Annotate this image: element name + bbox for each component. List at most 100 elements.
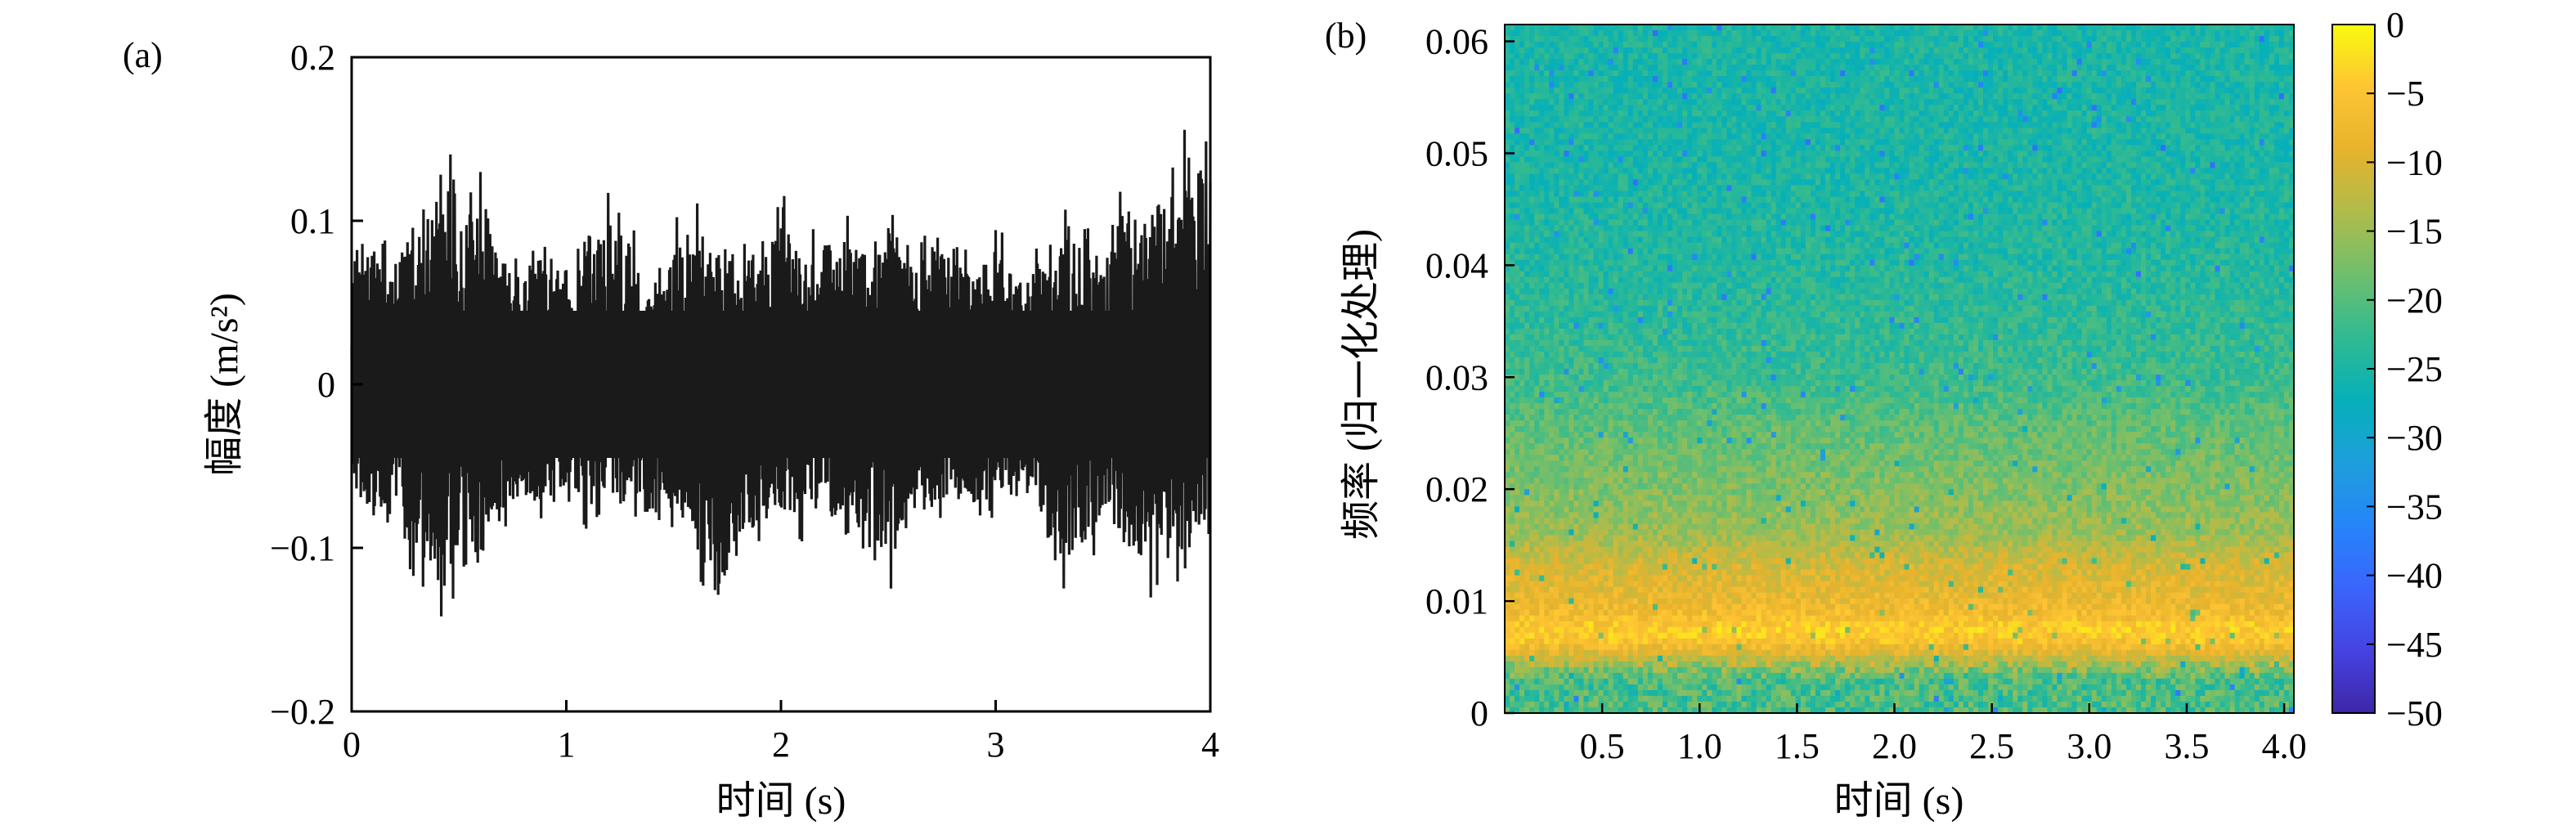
heatmap-cell bbox=[2032, 197, 2038, 204]
heatmap-cell bbox=[1806, 197, 1811, 204]
heatmap-cell bbox=[2092, 185, 2098, 191]
heatmap-cell bbox=[1726, 110, 1732, 117]
heatmap-cell bbox=[1573, 128, 1579, 134]
heatmap-cell bbox=[2092, 162, 2098, 168]
heatmap-cell bbox=[1879, 36, 1885, 43]
heatmap-cell bbox=[2274, 139, 2280, 146]
heatmap-cell bbox=[1731, 145, 1737, 151]
heatmap-cell bbox=[2190, 42, 2196, 48]
heatmap-cell bbox=[2136, 179, 2142, 186]
heatmap-cell bbox=[2225, 150, 2231, 157]
heatmap-cell bbox=[1599, 162, 1604, 168]
heatmap-cell bbox=[2112, 185, 2117, 191]
heatmap-cell bbox=[1910, 53, 1915, 60]
heatmap-cell bbox=[1914, 168, 1920, 174]
heatmap-cell bbox=[2077, 25, 2083, 31]
heatmap-cell bbox=[2195, 179, 2201, 186]
heatmap-cell bbox=[1510, 82, 1515, 88]
heatmap-cell bbox=[1702, 133, 1708, 140]
heatmap-cell bbox=[2107, 42, 2112, 48]
heatmap-cell bbox=[1766, 87, 1772, 94]
heatmap-cell bbox=[1801, 59, 1806, 65]
heatmap-cell bbox=[1855, 105, 1860, 111]
heatmap-cell bbox=[1993, 173, 1999, 180]
heatmap-cell bbox=[1672, 116, 1678, 123]
panel-b-label: (b) bbox=[1325, 16, 1367, 56]
heatmap-cell bbox=[1687, 105, 1693, 111]
heatmap-cell bbox=[1998, 110, 2004, 117]
heatmap-cell bbox=[2180, 139, 2186, 146]
heatmap-cell bbox=[2116, 150, 2122, 157]
heatmap-cell bbox=[2245, 116, 2251, 123]
heatmap-cell bbox=[1850, 65, 1856, 71]
heatmap-cell bbox=[2008, 59, 2013, 65]
heatmap-cell bbox=[1747, 93, 1752, 100]
heatmap-cell bbox=[1702, 30, 1708, 37]
heatmap-cell bbox=[1855, 150, 1860, 157]
heatmap-cell bbox=[1865, 53, 1870, 60]
heatmap-cell bbox=[1658, 122, 1663, 128]
heatmap-cell bbox=[1959, 122, 1964, 128]
heatmap-cell bbox=[1672, 179, 1678, 186]
heatmap-cell bbox=[1731, 36, 1737, 43]
heatmap-cell bbox=[1934, 42, 1940, 48]
heatmap-cell bbox=[1682, 110, 1688, 117]
heatmap-cell bbox=[1791, 156, 1797, 163]
heatmap-cell bbox=[1869, 168, 1875, 174]
heatmap-cell bbox=[1781, 93, 1787, 100]
heatmap-cell bbox=[1564, 59, 1569, 65]
heatmap-cell bbox=[1638, 150, 1644, 157]
heatmap-cell bbox=[1944, 47, 1950, 54]
heatmap-cell bbox=[2146, 47, 2152, 54]
heatmap-cell bbox=[2284, 128, 2290, 134]
heatmap-cell bbox=[2161, 185, 2166, 191]
heatmap-cell bbox=[1968, 82, 1974, 88]
heatmap-cell bbox=[1993, 93, 1999, 100]
heatmap-cell bbox=[1717, 65, 1722, 71]
heatmap-cell bbox=[2151, 116, 2156, 123]
heatmap-cell bbox=[1613, 99, 1619, 105]
heatmap-cell bbox=[1874, 82, 1880, 88]
heatmap-cell bbox=[2185, 168, 2191, 174]
heatmap-cell bbox=[1959, 36, 1964, 43]
heatmap-cell bbox=[1959, 110, 1964, 117]
heatmap-cell bbox=[1573, 25, 1579, 31]
heatmap-cell bbox=[2185, 173, 2191, 180]
heatmap-cell bbox=[2200, 133, 2206, 140]
heatmap-cell bbox=[1865, 197, 1870, 204]
heatmap-cell bbox=[2092, 53, 2098, 60]
heatmap-cell bbox=[1594, 59, 1600, 65]
heatmap-cell bbox=[1594, 110, 1600, 117]
heatmap-cell bbox=[1731, 59, 1737, 65]
heatmap-cell bbox=[1865, 36, 1870, 43]
heatmap-cell bbox=[1747, 65, 1752, 71]
heatmap-cell bbox=[2151, 162, 2156, 168]
heatmap-cell bbox=[2255, 122, 2260, 128]
heatmap-cell bbox=[1752, 65, 1757, 71]
heatmap-cell bbox=[1949, 185, 1954, 191]
heatmap-cell bbox=[2077, 87, 2083, 94]
heatmap-cell bbox=[1643, 133, 1649, 140]
heatmap-cell bbox=[2284, 145, 2290, 151]
heatmap-cell bbox=[2210, 162, 2215, 168]
heatmap-cell bbox=[2225, 47, 2231, 54]
heatmap-cell bbox=[2235, 70, 2241, 77]
plot-a-ylabel: 幅度 (m/s²) bbox=[203, 293, 246, 476]
heatmap-cell bbox=[2112, 168, 2117, 174]
heatmap-cell bbox=[1628, 42, 1634, 48]
heatmap-cell bbox=[2279, 110, 2285, 117]
heatmap-cell bbox=[1905, 53, 1910, 60]
heatmap-cell bbox=[1801, 110, 1806, 117]
heatmap-cell bbox=[1801, 150, 1806, 157]
heatmap-cell bbox=[1564, 30, 1569, 37]
heatmap-cell bbox=[2032, 162, 2038, 168]
heatmap-cell bbox=[1860, 145, 1865, 151]
heatmap-cell bbox=[2058, 173, 2063, 180]
heatmap-cell bbox=[1653, 139, 1658, 146]
heatmap-cell bbox=[1623, 105, 1629, 111]
heatmap-cell bbox=[2264, 162, 2270, 168]
heatmap-cell bbox=[2131, 65, 2137, 71]
heatmap-cell bbox=[2215, 122, 2221, 128]
heatmap-cell bbox=[2107, 53, 2112, 60]
heatmap-cell bbox=[1731, 168, 1737, 174]
